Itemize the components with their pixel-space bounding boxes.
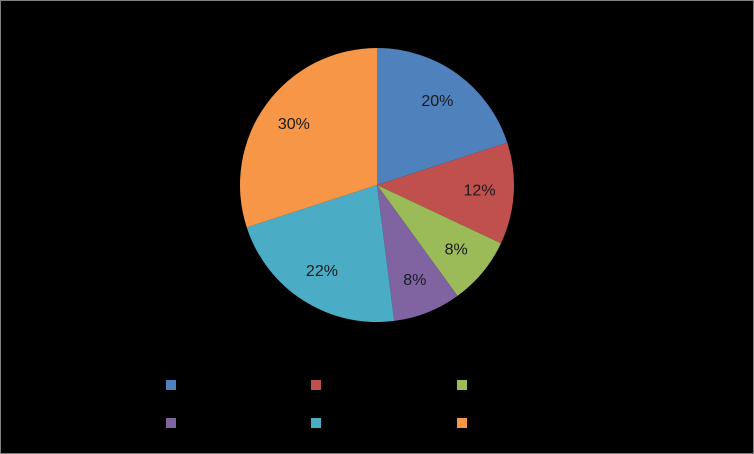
legend-swatch [311, 418, 321, 428]
data-label: 20% [421, 93, 453, 110]
pie-slice [377, 48, 508, 185]
pie-slice [377, 142, 514, 244]
data-label: 22% [306, 263, 338, 280]
pie-slice [377, 185, 501, 296]
pie-slice [239, 48, 377, 228]
legend-swatch [311, 380, 321, 390]
legend-swatch [166, 418, 176, 428]
data-label: 8% [445, 242, 468, 259]
legend-swatch [166, 380, 176, 390]
pie-slice [377, 185, 458, 321]
legend-swatch [457, 380, 467, 390]
data-label: 30% [278, 116, 310, 133]
data-label: 8% [403, 272, 426, 289]
data-label: 12% [464, 183, 496, 200]
legend-swatch [457, 418, 467, 428]
pie-slice [246, 185, 395, 322]
